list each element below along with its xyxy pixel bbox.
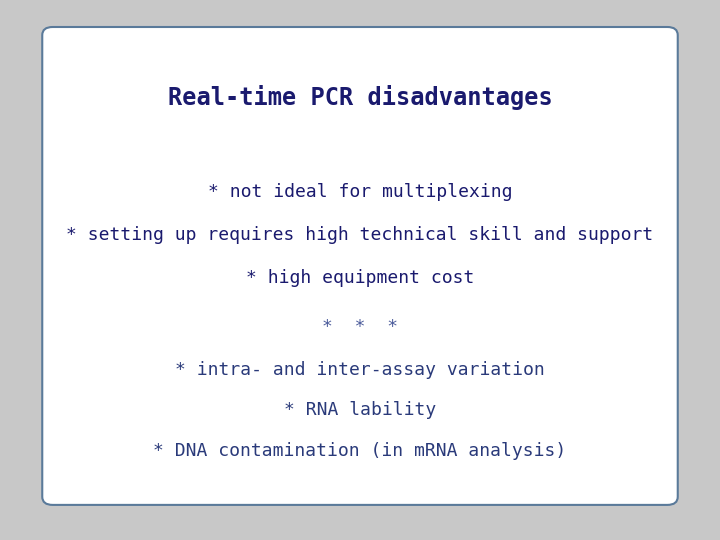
Text: * high equipment cost: * high equipment cost (246, 269, 474, 287)
FancyBboxPatch shape (42, 27, 678, 505)
Text: * DNA contamination (in mRNA analysis): * DNA contamination (in mRNA analysis) (153, 442, 567, 460)
Text: * RNA lability: * RNA lability (284, 401, 436, 420)
Text: *  *  *: * * * (322, 318, 398, 336)
Text: * setting up requires high technical skill and support: * setting up requires high technical ski… (66, 226, 654, 244)
Text: Real-time PCR disadvantages: Real-time PCR disadvantages (168, 85, 552, 110)
Text: * not ideal for multiplexing: * not ideal for multiplexing (208, 183, 512, 201)
Text: * intra- and inter-assay variation: * intra- and inter-assay variation (175, 361, 545, 379)
